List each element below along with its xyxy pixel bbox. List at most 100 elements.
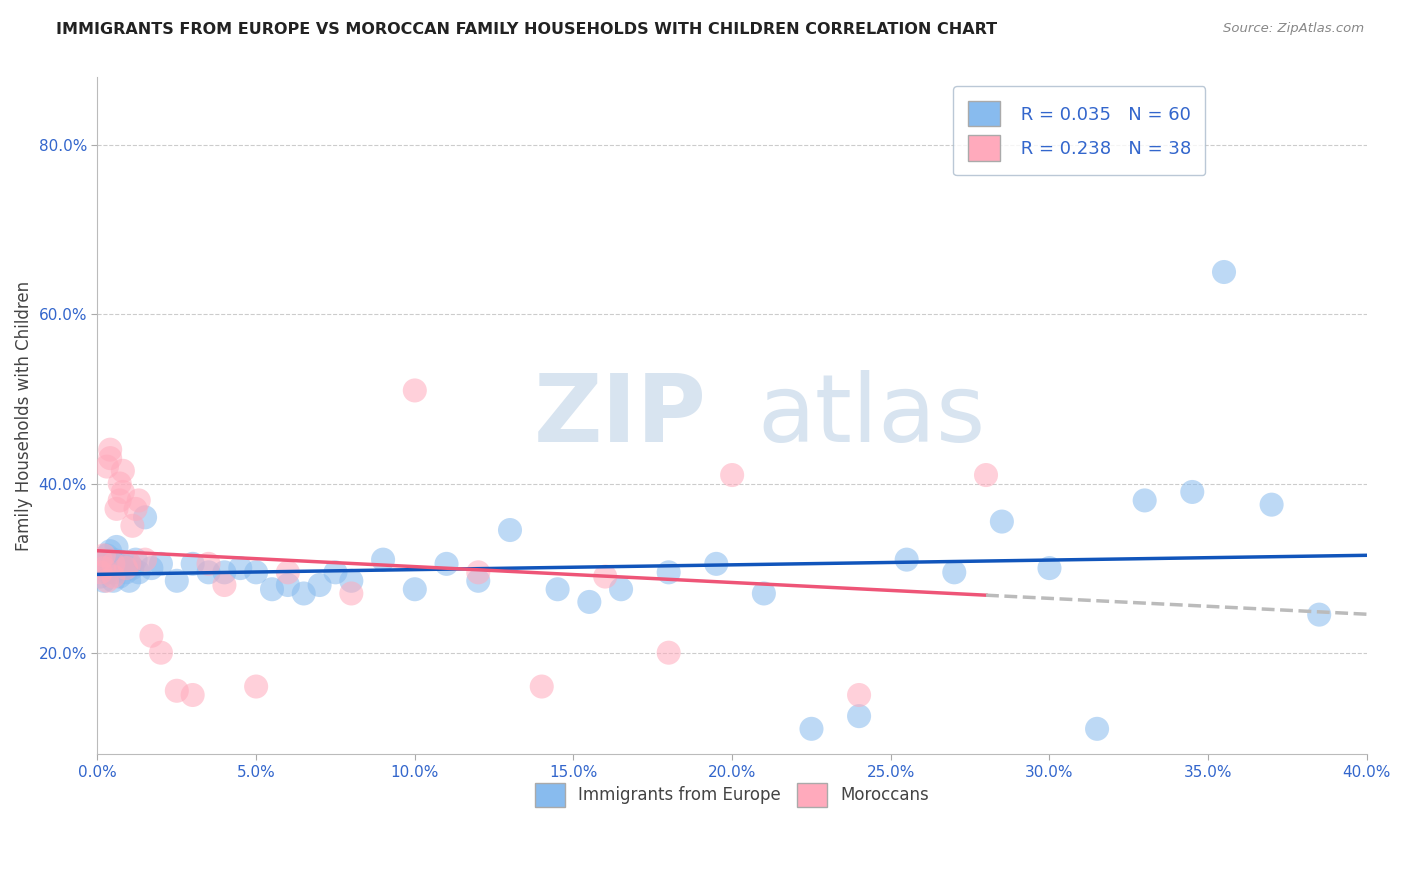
Point [128, 493, 150, 508]
Point [121, 561, 143, 575]
Point [103, 569, 125, 583]
Legend: Immigrants from Europe, Moroccans: Immigrants from Europe, Moroccans [529, 777, 936, 814]
Text: IMMIGRANTS FROM EUROPE VS MOROCCAN FAMILY HOUSEHOLDS WITH CHILDREN CORRELATION C: IMMIGRANTS FROM EUROPE VS MOROCCAN FAMIL… [56, 22, 997, 37]
Point [90, 552, 112, 566]
Point [1085, 722, 1108, 736]
Point [149, 646, 172, 660]
Point [141, 629, 163, 643]
Point [848, 709, 870, 723]
Point [90, 566, 112, 580]
Point [134, 552, 156, 566]
Point [141, 561, 163, 575]
Point [149, 557, 172, 571]
Point [547, 582, 569, 597]
Point [111, 561, 134, 575]
Text: ZIP: ZIP [534, 370, 707, 462]
Point [848, 688, 870, 702]
Point [98, 561, 121, 575]
Point [124, 501, 146, 516]
Point [943, 566, 966, 580]
Point [308, 578, 330, 592]
Point [108, 493, 131, 508]
Point [197, 557, 219, 571]
Point [1260, 498, 1282, 512]
Point [1038, 561, 1060, 575]
Point [103, 552, 125, 566]
Point [115, 566, 138, 580]
Point [166, 574, 188, 588]
Point [499, 523, 522, 537]
Point [292, 586, 315, 600]
Point [800, 722, 823, 736]
Text: Source: ZipAtlas.com: Source: ZipAtlas.com [1223, 22, 1364, 36]
Point [98, 442, 121, 457]
Point [277, 578, 299, 592]
Point [96, 459, 118, 474]
Point [704, 557, 727, 571]
Point [721, 468, 744, 483]
Point [105, 540, 128, 554]
Point [128, 566, 150, 580]
Point [229, 561, 252, 575]
Point [105, 501, 128, 516]
Point [277, 566, 299, 580]
Point [1133, 493, 1156, 508]
Point [436, 557, 458, 571]
Point [103, 557, 125, 571]
Point [98, 544, 121, 558]
Point [214, 566, 236, 580]
Point [530, 680, 553, 694]
Point [103, 566, 125, 580]
Point [111, 485, 134, 500]
Point [181, 557, 204, 571]
Point [1308, 607, 1330, 622]
Point [111, 464, 134, 478]
Point [118, 557, 141, 571]
Point [325, 566, 347, 580]
Point [108, 554, 131, 568]
Point [121, 518, 143, 533]
Point [93, 549, 115, 563]
Point [245, 566, 267, 580]
Point [118, 574, 141, 588]
Point [115, 561, 138, 575]
Point [340, 586, 363, 600]
Point [90, 552, 112, 566]
Point [896, 552, 918, 566]
Point [96, 549, 118, 563]
Point [118, 557, 141, 571]
Point [467, 566, 489, 580]
Point [371, 552, 394, 566]
Point [1181, 485, 1204, 500]
Point [93, 561, 115, 575]
Point [260, 582, 283, 597]
Point [991, 515, 1014, 529]
Point [214, 578, 236, 592]
Point [96, 574, 118, 588]
Point [610, 582, 633, 597]
Point [197, 566, 219, 580]
Point [124, 552, 146, 566]
Point [98, 451, 121, 466]
Point [404, 384, 426, 398]
Point [105, 557, 128, 571]
Point [658, 566, 681, 580]
Point [658, 646, 681, 660]
Point [93, 574, 115, 588]
Point [404, 582, 426, 597]
Point [166, 683, 188, 698]
Point [108, 476, 131, 491]
Point [103, 574, 125, 588]
Point [134, 510, 156, 524]
Point [181, 688, 204, 702]
Point [593, 569, 616, 583]
Point [578, 595, 600, 609]
Y-axis label: Family Households with Children: Family Households with Children [15, 281, 32, 551]
Point [108, 569, 131, 583]
Point [96, 566, 118, 580]
Point [1213, 265, 1236, 279]
Point [974, 468, 997, 483]
Point [93, 557, 115, 571]
Point [752, 586, 775, 600]
Point [467, 574, 489, 588]
